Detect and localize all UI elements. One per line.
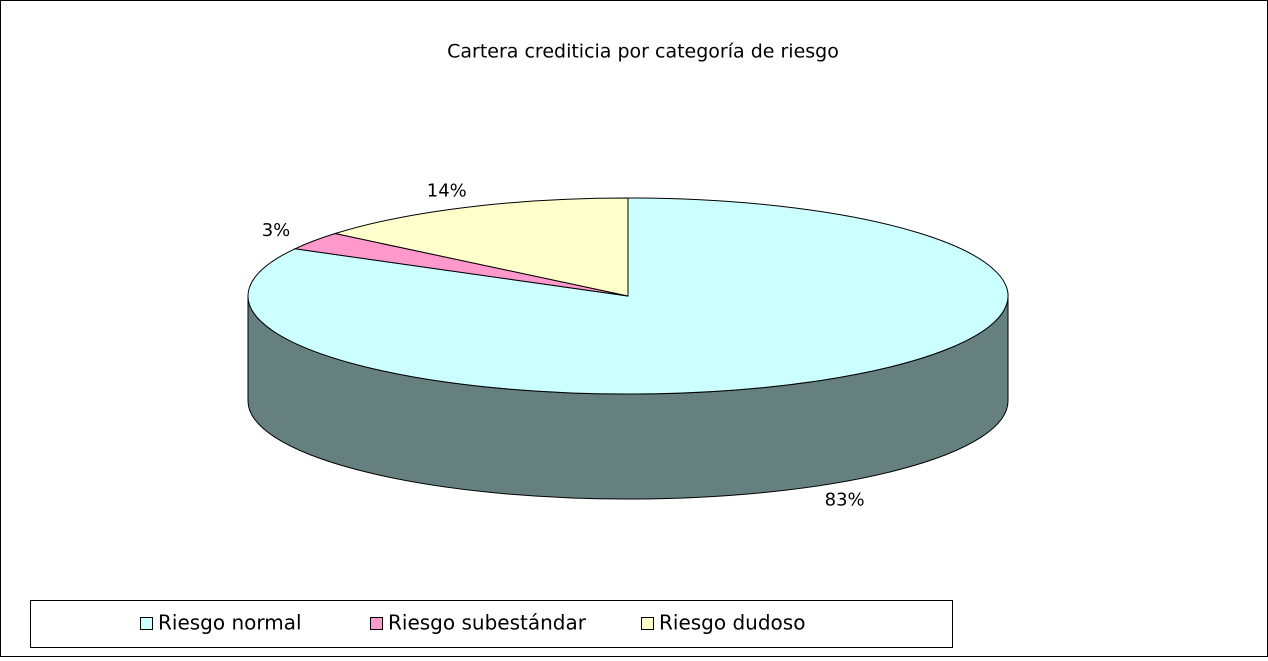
legend-label: Riesgo dudoso	[659, 611, 805, 635]
legend-swatch	[641, 617, 654, 630]
legend-swatch	[140, 617, 153, 630]
legend-swatch	[370, 617, 383, 630]
slice	[333, 197, 629, 297]
data-label: 14%	[427, 180, 467, 201]
slice	[247, 197, 1009, 395]
legend-box	[30, 600, 953, 648]
data-label: 3%	[262, 220, 291, 241]
chart-title: Cartera crediticia por categoría de ries…	[447, 41, 839, 63]
data-label: 83%	[825, 490, 865, 511]
legend-label: Riesgo normal	[158, 611, 302, 635]
legend-label: Riesgo subestándar	[388, 611, 587, 635]
